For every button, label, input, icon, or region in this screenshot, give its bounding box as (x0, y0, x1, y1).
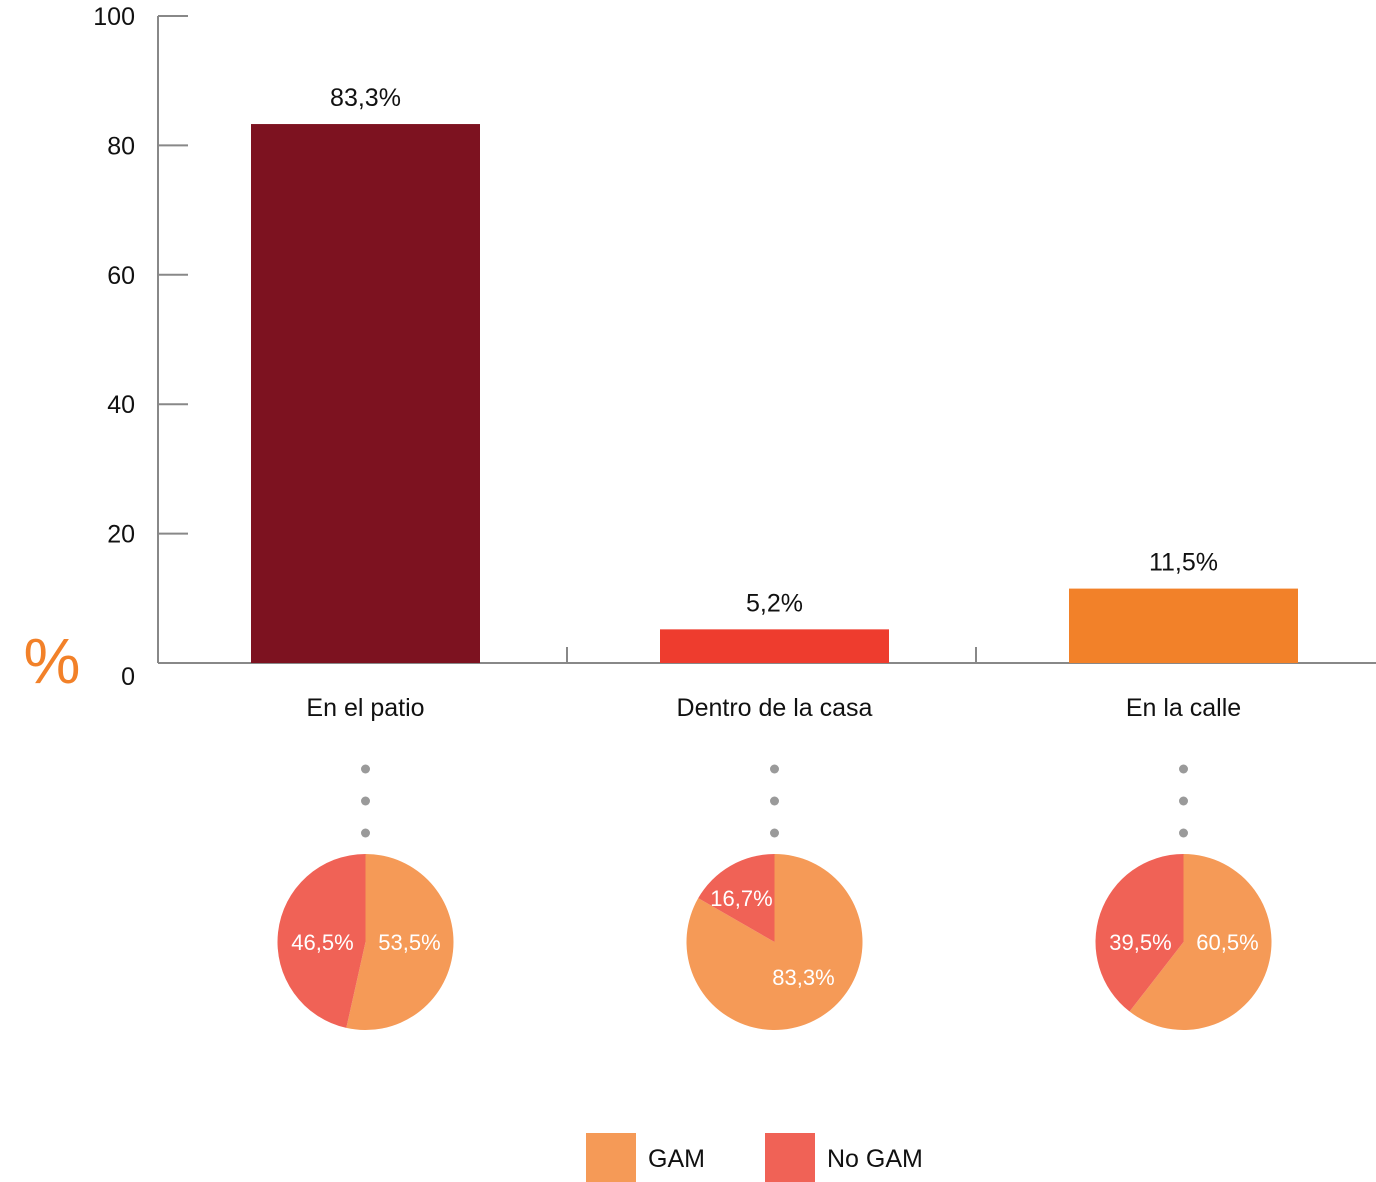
connector-dot (770, 796, 779, 806)
connector-dot (1179, 796, 1188, 806)
pie-slice-label: 39,5% (1109, 930, 1171, 955)
pie-slice-label: 16,7% (710, 886, 772, 911)
connector-dot (361, 828, 370, 838)
bar-series: 83,3% En el patio 5,2% Dentro de la casa 11,… (251, 84, 1298, 722)
pie-slice (686, 854, 863, 1031)
x-category-label: Dentro de la casa (677, 694, 873, 722)
bar (1069, 588, 1298, 663)
pie-chart: 83,3% 16,7% (686, 854, 863, 1031)
legend-label: GAM (648, 1145, 705, 1173)
connector-dot (1179, 764, 1188, 774)
y-tick-label: 80 (107, 132, 135, 160)
y-tick-label: 0 (121, 663, 135, 691)
bar-value-label: 11,5% (1149, 549, 1218, 577)
legend-swatch (586, 1133, 636, 1182)
y-tick-label: 40 (107, 391, 135, 419)
connector-dot (361, 764, 370, 774)
pie-slice-label: 46,5% (291, 930, 353, 955)
connector-dot (361, 796, 370, 806)
pie-slice (346, 854, 454, 1030)
connectors (361, 764, 1188, 838)
pie-slice-label: 60,5% (1196, 930, 1258, 955)
connector-dot (770, 828, 779, 838)
bar (660, 629, 889, 663)
pie-slice-label: 83,3% (772, 965, 834, 990)
pie-slice (1129, 853, 1272, 1030)
y-tick-label: 100 (93, 3, 135, 31)
legend-swatch (765, 1133, 815, 1182)
legend-label: No GAM (827, 1145, 923, 1173)
x-category-label: En el patio (306, 694, 424, 722)
y-axis-unit-label: % (24, 625, 81, 697)
legend: GAM No GAM (586, 1133, 923, 1182)
bar-value-label: 83,3% (330, 84, 401, 112)
connector-dot (770, 764, 779, 774)
pie-slice (698, 854, 775, 942)
pie-slice-label: 53,5% (378, 930, 440, 955)
y-tick-label: 60 (107, 262, 135, 290)
pie-charts: 53,5% 46,5% 83,3% 16,7% 60,5% 39,5% (277, 853, 1272, 1031)
y-tick-label: 20 (107, 521, 135, 549)
pie-slice (277, 854, 366, 1028)
pie-slice (1095, 854, 1184, 1012)
connector-dot (1179, 828, 1188, 838)
x-category-label: En la calle (1126, 694, 1241, 722)
bar (251, 124, 480, 663)
bar-value-label: 5,2% (746, 589, 803, 617)
pie-chart: 60,5% 39,5% (1095, 853, 1272, 1030)
pie-chart: 53,5% 46,5% (277, 854, 454, 1030)
